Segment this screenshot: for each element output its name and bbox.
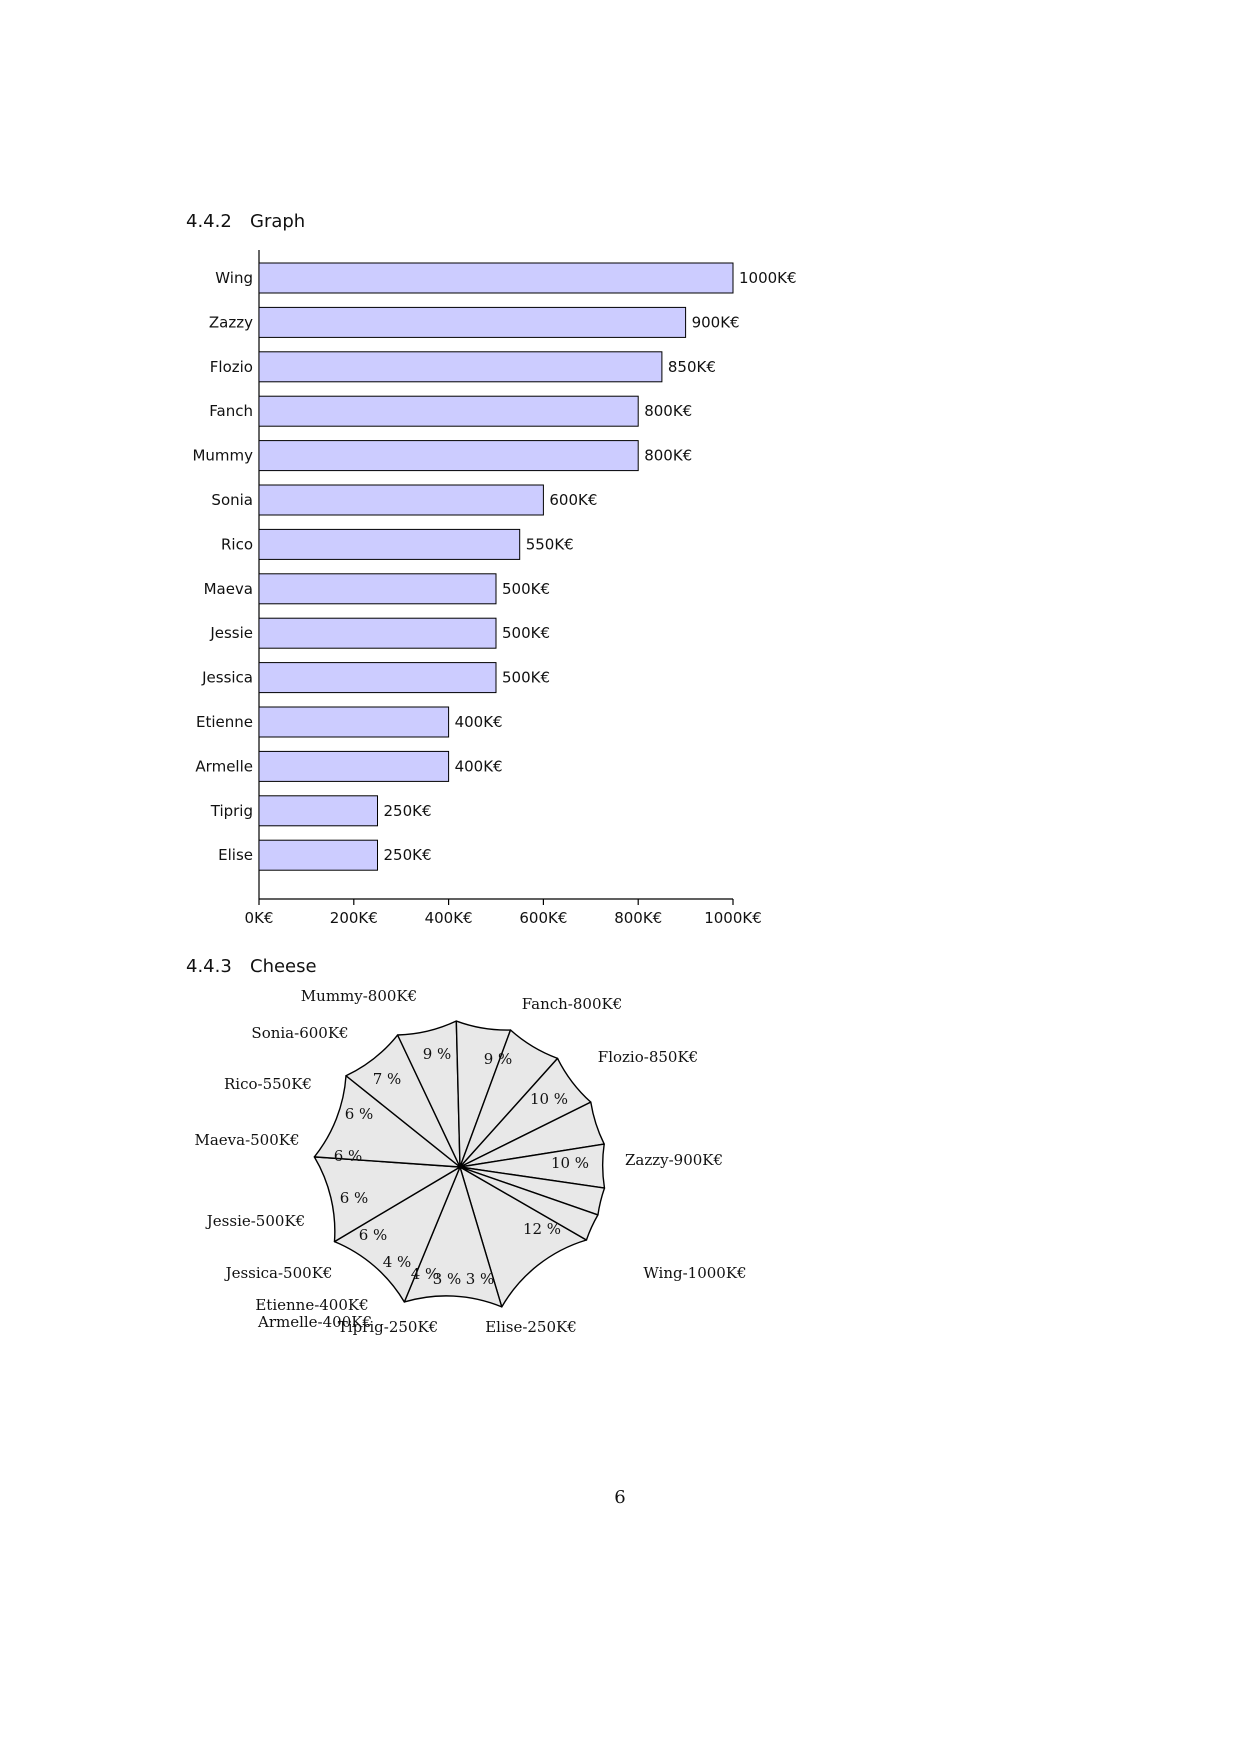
category-label: Elise: [218, 846, 253, 864]
bar: [258, 795, 378, 827]
slice-label: Mummy-800K€: [301, 987, 417, 1005]
category-label: Maeva: [204, 580, 253, 598]
category-label: Armelle: [195, 757, 253, 775]
data-label: 250K€: [384, 846, 432, 864]
slice-label: Tiprig-250K€: [338, 1318, 438, 1336]
x-tick-label: 0K€: [245, 909, 274, 927]
bar: [258, 750, 450, 782]
slice-percent-label: 6 %: [359, 1226, 388, 1244]
bar: [258, 662, 497, 694]
slice-label: Fanch-800K€: [522, 995, 623, 1013]
slice-percent-label: 10 %: [530, 1090, 568, 1108]
slice-label: Wing-1000K€: [643, 1264, 746, 1282]
pie-slice: [403, 1166, 503, 1308]
slice-percent-label: 6 %: [345, 1105, 374, 1123]
slice-percent-label: 3 %: [466, 1270, 495, 1288]
x-tick-label: 1000K€: [704, 909, 762, 927]
slice-label: Jessica-500K€: [224, 1264, 333, 1282]
bar: [258, 839, 378, 871]
section-number: 4.4.2: [186, 211, 232, 232]
data-label: 850K€: [668, 358, 716, 376]
bar: [258, 306, 687, 338]
slice-label: Flozio-850K€: [598, 1048, 698, 1066]
category-label: Etienne: [196, 713, 253, 731]
pie-slice: [459, 1166, 599, 1241]
data-label: 900K€: [692, 313, 740, 331]
pie-slice: [333, 1166, 461, 1303]
x-tick-label: 200K€: [330, 909, 378, 927]
bar: [258, 573, 497, 605]
slice-percent-label: 12 %: [523, 1220, 561, 1238]
pie-slice: [313, 1156, 461, 1243]
category-label: Jessie: [209, 624, 253, 642]
category-label: Wing: [215, 269, 253, 287]
data-label: 800K€: [644, 402, 692, 420]
bar: [258, 395, 639, 427]
slice-label: Sonia-600K€: [251, 1024, 348, 1042]
page-number: 6: [614, 1487, 626, 1508]
data-label: 500K€: [502, 624, 550, 642]
bar: [258, 351, 663, 383]
data-label: 400K€: [455, 757, 503, 775]
section-title: Graph: [250, 211, 306, 232]
category-label: Rico: [221, 535, 253, 553]
x-tick-label: 400K€: [425, 909, 473, 927]
category-label: Sonia: [211, 491, 253, 509]
data-label: 1000K€: [739, 269, 797, 287]
data-label: 500K€: [502, 580, 550, 598]
bar: [258, 440, 639, 472]
slice-label: Elise-250K€: [485, 1318, 577, 1336]
data-label: 550K€: [526, 535, 574, 553]
category-label: Tiprig: [210, 802, 253, 820]
slice-percent-label: 9 %: [423, 1045, 452, 1063]
bar: [258, 484, 544, 516]
slice-label: Rico-550K€: [224, 1075, 312, 1093]
slice-percent-label: 4 %: [383, 1253, 412, 1271]
category-label: Mummy: [192, 447, 253, 465]
slice-label: Maeva-500K€: [194, 1131, 299, 1149]
section-number: 4.4.3: [186, 956, 232, 977]
x-tick-label: 600K€: [519, 909, 567, 927]
slice-label: Etienne-400K€: [255, 1296, 368, 1314]
slice-percent-label: 4 %: [411, 1265, 440, 1283]
slice-label: Zazzy-900K€: [625, 1151, 723, 1169]
data-label: 800K€: [644, 447, 692, 465]
bar: [258, 617, 497, 649]
category-label: Zazzy: [209, 313, 253, 331]
section-title: Cheese: [250, 956, 317, 977]
slice-label: Armelle-400K€: [257, 1313, 372, 1331]
data-label: 400K€: [455, 713, 503, 731]
section-heading-graph: 4.4.2 Graph: [186, 211, 305, 232]
section-heading-cheese: 4.4.3 Cheese: [186, 956, 317, 977]
slice-percent-label: 7 %: [373, 1070, 402, 1088]
data-label: 600K€: [549, 491, 597, 509]
slice-percent-label: 9 %: [484, 1050, 513, 1068]
category-label: Jessica: [201, 669, 253, 687]
data-label: 500K€: [502, 669, 550, 687]
bar: [258, 706, 450, 738]
slice-percent-label: 10 %: [551, 1154, 589, 1172]
bar: [258, 528, 521, 560]
bar: [258, 262, 734, 294]
slice-percent-label: 6 %: [334, 1147, 363, 1165]
category-label: Flozio: [210, 358, 253, 376]
data-label: 250K€: [384, 802, 432, 820]
slice-label: Jessie-500K€: [205, 1212, 305, 1230]
x-tick-label: 800K€: [614, 909, 662, 927]
category-label: Fanch: [209, 402, 253, 420]
slice-percent-label: 3 %: [433, 1270, 462, 1288]
slice-percent-label: 6 %: [340, 1189, 369, 1207]
pie-slice: [313, 1075, 461, 1168]
